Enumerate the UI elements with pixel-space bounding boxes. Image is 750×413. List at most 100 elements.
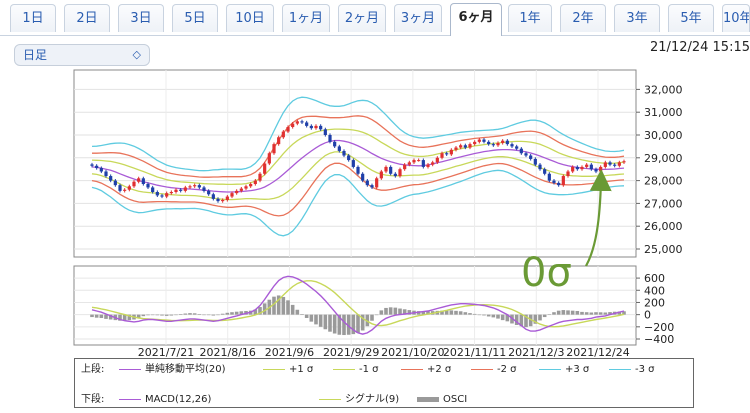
macd-tick-label: −400	[644, 333, 674, 346]
osci-bar	[169, 314, 174, 316]
osci-bar	[393, 307, 398, 315]
osci-bar	[253, 309, 258, 315]
candle-body	[365, 180, 369, 186]
candle-body	[361, 173, 365, 181]
price-tick-label: 26,000	[644, 220, 683, 233]
legend-upper-item: 単純移動平均(20)	[119, 362, 226, 378]
legend-item-label: 単純移動平均(20)	[145, 364, 226, 375]
legend-swatch	[319, 398, 341, 400]
osci-bar	[104, 314, 108, 319]
osci-bar	[402, 309, 407, 315]
tab-period-9[interactable]: 1年	[508, 4, 552, 32]
tab-period-2[interactable]: 3日	[118, 4, 164, 32]
osci-bar	[496, 314, 500, 319]
candle-body	[193, 185, 197, 187]
candle-body	[393, 173, 397, 177]
annotation-zero-sigma: 0σ	[521, 250, 572, 296]
osci-bar	[542, 314, 547, 318]
candle-body	[132, 181, 136, 187]
osci-bar	[174, 314, 178, 316]
candle-body	[543, 169, 547, 174]
osci-bar	[463, 312, 468, 315]
tab-period-3[interactable]: 5日	[172, 4, 218, 32]
osci-bar	[276, 295, 281, 315]
tab-period-1[interactable]: 2日	[64, 4, 110, 32]
osci-bar	[556, 310, 561, 315]
candle-body	[459, 145, 463, 148]
candle-body	[463, 145, 467, 148]
candle-body	[496, 142, 500, 146]
price-tick-label: 32,000	[644, 83, 683, 96]
osci-bar	[426, 311, 430, 315]
candle-body	[468, 144, 472, 148]
candle-body	[571, 166, 575, 172]
osci-bar	[206, 314, 211, 316]
candle-body	[552, 180, 556, 183]
candle-body	[207, 190, 211, 195]
legend-lower-row: 下段: MACD(12,26) シグナル(9) OSCI	[81, 392, 689, 408]
candle-body	[412, 160, 416, 163]
candle-body	[235, 190, 239, 194]
osci-bar	[370, 314, 374, 321]
osci-bar	[407, 310, 412, 315]
candle-body	[174, 189, 178, 192]
candle-body	[538, 164, 542, 170]
candle-body	[501, 140, 505, 143]
candle-body	[557, 182, 561, 186]
osci-bar	[552, 312, 556, 315]
period-tab-bar: 1日 2日 3日 5日 10日 1ヶ月 2ヶ月 3ヶ月 6ヶ月 1年 2年 3年 5年 10年	[0, 0, 750, 36]
osci-bar	[533, 314, 538, 324]
osci-bar	[192, 313, 197, 315]
legend-line-swatch	[333, 368, 355, 370]
osci-bar	[374, 314, 379, 316]
legend-line-swatch	[471, 368, 493, 370]
candle-body	[123, 189, 127, 191]
osci-bar	[519, 314, 524, 327]
osci-bar	[281, 296, 286, 315]
osci-bar	[575, 310, 580, 315]
osci-bar	[150, 314, 155, 316]
osci-bar	[398, 308, 402, 315]
candle-body	[384, 166, 388, 172]
tab-period-0[interactable]: 1日	[10, 4, 56, 32]
osci-bar	[342, 314, 346, 336]
osci-bar	[486, 314, 491, 317]
candle-body	[505, 140, 509, 145]
tab-period-12[interactable]: 5年	[668, 4, 714, 32]
candle-body	[519, 148, 523, 154]
tab-period-13[interactable]: 10年	[722, 4, 750, 32]
tab-period-10[interactable]: 2年	[560, 4, 606, 32]
candle-body	[309, 125, 313, 129]
legend-upper-prefix: 上段:	[81, 364, 105, 375]
tab-period-8[interactable]: 6ヶ月	[450, 3, 502, 36]
osci-bar	[468, 313, 472, 315]
candle-body	[342, 150, 346, 156]
candle-body	[305, 122, 309, 126]
tab-period-5[interactable]: 1ヶ月	[282, 4, 330, 32]
osci-bar	[295, 309, 300, 315]
date-tick-label: 2021/12/3	[508, 346, 564, 359]
tab-period-7[interactable]: 3ヶ月	[394, 4, 442, 32]
tab-period-4[interactable]: 10日	[226, 4, 274, 32]
candle-body	[440, 153, 444, 158]
candle-body	[281, 131, 285, 138]
candle-body	[421, 160, 425, 167]
osci-bar	[197, 314, 202, 315]
macd-tick-label: −200	[644, 321, 674, 334]
osci-bar	[146, 314, 150, 316]
band-plus-2sigma	[92, 115, 625, 178]
candle-body	[188, 186, 192, 188]
candle-body	[435, 157, 439, 163]
osci-bar	[356, 314, 360, 333]
osci-bar	[300, 314, 304, 315]
candle-body	[109, 176, 113, 181]
candle-period-select[interactable]: 日足 ◇	[14, 44, 150, 66]
candle-body	[239, 188, 243, 191]
legend-lower-item: OSCI	[417, 392, 467, 408]
candle-body	[403, 164, 407, 170]
osci-bar	[598, 312, 603, 315]
tab-period-6[interactable]: 2ヶ月	[338, 4, 386, 32]
tab-period-11[interactable]: 3年	[614, 4, 660, 32]
osci-bar	[570, 310, 575, 315]
osci-bar	[360, 314, 365, 331]
